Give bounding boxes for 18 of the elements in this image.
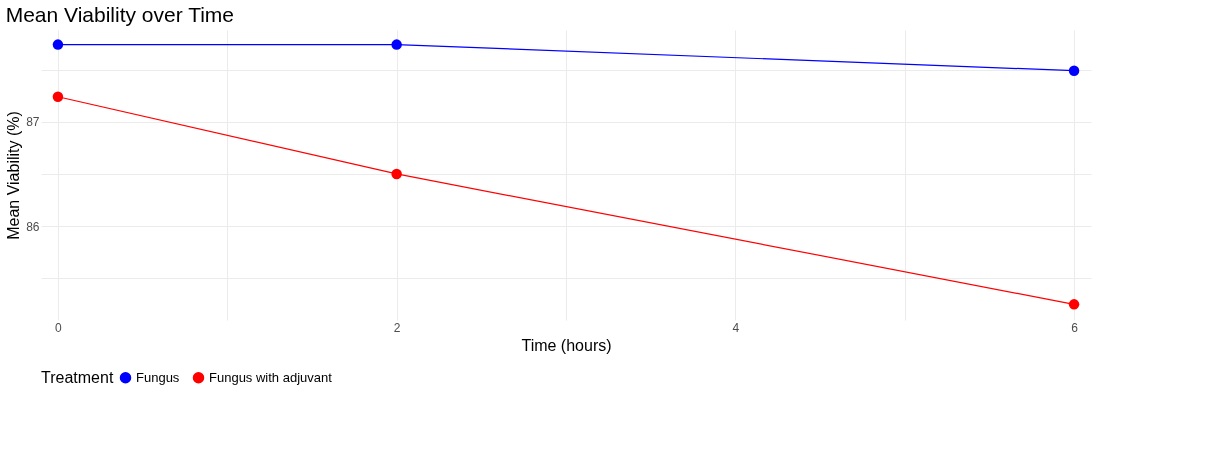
legend-label: Fungus bbox=[136, 369, 180, 385]
legend-label: Fungus with adjuvant bbox=[209, 369, 333, 385]
x-tick-label: 6 bbox=[1071, 320, 1079, 335]
x-tick-label: 2 bbox=[393, 320, 401, 335]
point bbox=[391, 168, 402, 180]
y-tick-label: 87 bbox=[26, 115, 40, 130]
y-tick-label: 86 bbox=[26, 219, 40, 234]
x-axis-title: Time (hours) bbox=[521, 336, 612, 354]
x-tick-label: 4 bbox=[732, 320, 740, 335]
point bbox=[1068, 65, 1080, 76]
x-tick-label: 0 bbox=[55, 320, 63, 335]
point bbox=[52, 39, 64, 50]
legend-title: Treatment bbox=[41, 369, 114, 386]
point bbox=[1068, 299, 1080, 310]
chart-title: Mean Viability over Time bbox=[5, 3, 235, 26]
point bbox=[391, 39, 402, 50]
y-axis-title: Mean Viability (%) bbox=[5, 111, 23, 240]
point bbox=[52, 91, 64, 102]
